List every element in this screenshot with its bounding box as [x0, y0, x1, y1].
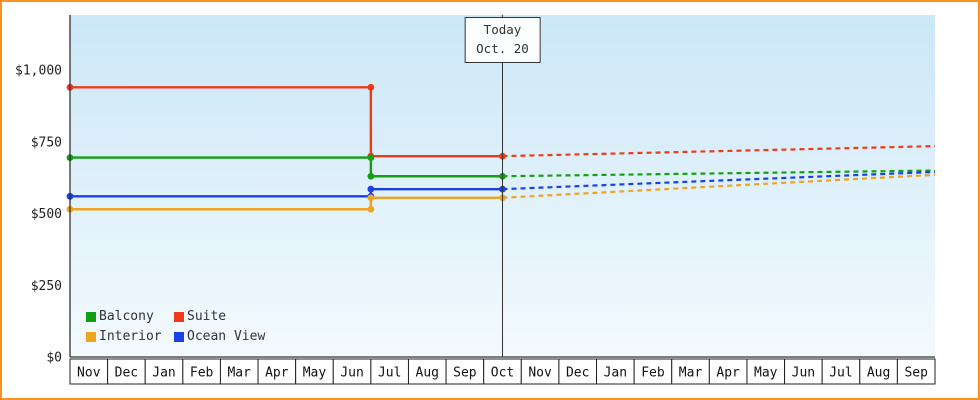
x-tick-label: Jan: [152, 366, 175, 381]
x-tick-label: Dec: [566, 366, 589, 381]
x-tick-label: Jun: [792, 366, 815, 381]
series-history-line: [70, 196, 503, 211]
legend-swatch-suite: [174, 311, 184, 322]
legend-swatch-ocean-view: [174, 331, 184, 342]
y-tick-label: $750: [31, 135, 62, 150]
x-tick-cell: [746, 358, 786, 385]
x-tick-label: Mar: [679, 366, 703, 381]
x-tick-cell: [558, 358, 598, 385]
legend-label-ocean-view: Ocean View: [187, 329, 266, 344]
x-tick-label: Feb: [641, 366, 665, 381]
x-tick-label: Sep: [453, 366, 477, 381]
today-label-box: Today Oct. 20: [464, 17, 541, 63]
legend-label-suite: Suite: [187, 309, 227, 324]
x-tick-cell: [332, 358, 372, 385]
x-tick-label: Dec: [115, 366, 138, 381]
x-tick-label: Aug: [416, 366, 439, 381]
x-tick-cell: [520, 358, 560, 385]
series-forecast-line: [502, 169, 936, 178]
x-tick-cell: [859, 358, 898, 385]
data-point-marker: [367, 194, 375, 202]
series-forecast-line: [502, 170, 936, 191]
x-tick-cell: [182, 358, 221, 385]
x-tick-label: Sep: [904, 366, 928, 381]
today-label-line2: Oct. 20: [476, 40, 529, 56]
x-tick-label: May: [303, 366, 327, 381]
x-tick-cell: [219, 358, 259, 385]
x-tick-label: Jul: [829, 366, 852, 381]
data-point-marker: [367, 83, 375, 91]
x-tick-cell: [295, 358, 334, 385]
legend-item-balcony: Balcony: [86, 309, 174, 324]
x-tick-cell: [69, 358, 109, 385]
x-tick-label: May: [754, 366, 778, 381]
legend-swatch-balcony: [86, 311, 96, 322]
legend-swatch-interior: [86, 331, 96, 342]
y-tick-label: $500: [31, 207, 62, 222]
x-tick-label: Apr: [265, 366, 289, 381]
x-tick-cell: [784, 358, 823, 385]
y-tick-label: $250: [31, 279, 62, 294]
x-tick-label: Apr: [716, 366, 740, 381]
legend-label-balcony: Balcony: [99, 309, 154, 324]
x-tick-label: Nov: [528, 366, 552, 381]
x-tick-cell: [107, 358, 146, 385]
legend-item-suite: Suite: [174, 309, 265, 324]
data-point-marker: [367, 185, 375, 193]
x-tick-label: Jul: [378, 366, 401, 381]
legend: Balcony Suite Interior Ocean View: [86, 309, 265, 344]
y-tick-label: $1,000: [15, 64, 62, 79]
x-tick-label: Feb: [190, 366, 214, 381]
x-tick-label: Aug: [867, 366, 890, 381]
x-tick-label: Jan: [604, 366, 627, 381]
series-history-line: [70, 156, 503, 178]
today-label-line1: Today: [483, 22, 522, 37]
x-tick-cell: [821, 358, 861, 385]
legend-label-interior: Interior: [99, 329, 162, 344]
data-point-marker: [367, 172, 375, 180]
x-tick-cell: [896, 358, 936, 385]
series-forecast-line: [502, 145, 936, 158]
x-tick-cell: [144, 358, 184, 385]
legend-item-interior: Interior: [86, 329, 174, 344]
x-tick-cell: [257, 358, 297, 385]
x-tick-label: Jun: [340, 366, 363, 381]
series-history-line: [70, 86, 503, 158]
data-point-marker: [367, 205, 375, 213]
legend-item-ocean-view: Ocean View: [174, 329, 265, 344]
series-history-line: [70, 187, 503, 198]
x-tick-label: Oct: [491, 366, 514, 381]
data-point-marker: [367, 154, 375, 161]
x-tick-label: Nov: [77, 366, 101, 381]
x-tick-cell: [596, 358, 635, 385]
y-tick-label: $0: [46, 351, 62, 366]
x-tick-label: Mar: [227, 366, 251, 381]
x-tick-cell: [445, 358, 485, 385]
x-tick-cell: [407, 358, 447, 385]
series-forecast-line: [502, 173, 936, 199]
